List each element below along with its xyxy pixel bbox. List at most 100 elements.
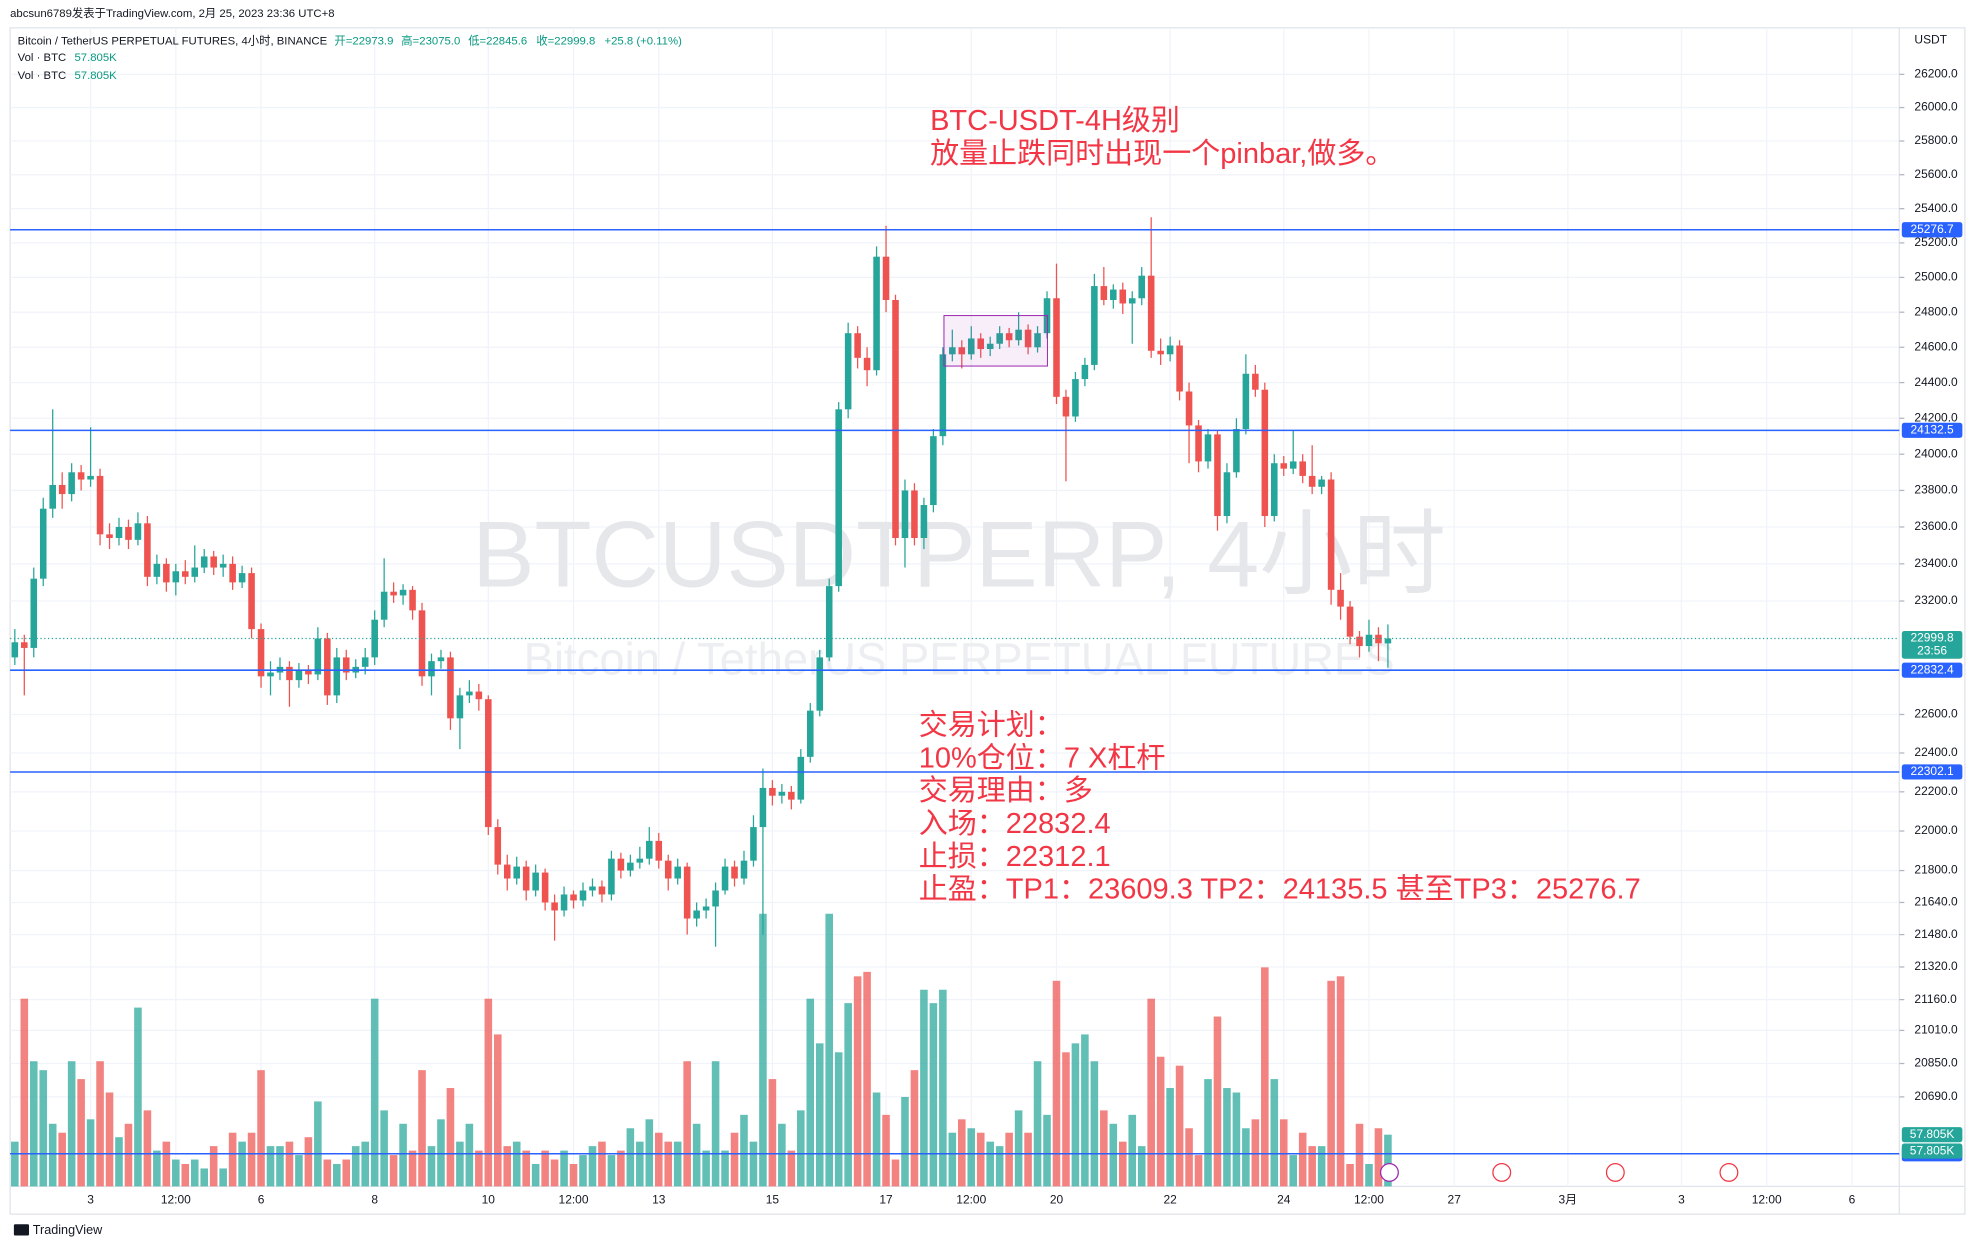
volume-bar [1147, 998, 1155, 1187]
volume-bar [1213, 1016, 1222, 1187]
axes: 26200.0 26000.0 25800.0 25600.0 25400.0 25200… [87, 67, 1963, 1206]
x-tick-label: 17 [879, 1192, 893, 1206]
candle-body [854, 333, 861, 358]
volume-bar [456, 1141, 464, 1187]
y-tick-label: 21160.0 [1914, 992, 1957, 1006]
volume-bar [418, 1070, 426, 1187]
volume-bar [1081, 1034, 1089, 1187]
frame [9, 27, 1966, 1215]
candle-body [806, 710, 814, 757]
candle-body [1384, 638, 1392, 644]
candle-body [816, 657, 824, 711]
candle-body [1166, 345, 1174, 355]
candle-body [219, 563, 227, 568]
candle-body [324, 638, 331, 696]
volume-bar [1223, 1088, 1231, 1187]
annotation-line: 止损：22312.1 [919, 840, 1111, 873]
volume-bar [323, 1159, 332, 1187]
x-tick-label: 12:00 [1752, 1192, 1782, 1206]
volume-bar [475, 1150, 483, 1187]
candle-body [636, 858, 644, 863]
x-tick-label: 24 [1277, 1192, 1291, 1206]
volume-bar [579, 1155, 587, 1187]
candle-body [589, 886, 596, 891]
volume-bar [361, 1141, 369, 1187]
volume-bar [683, 1061, 691, 1187]
byline: abcsun6789发表于TradingView.com, 2月 25, 202… [10, 6, 334, 20]
annotation-line: 交易理由：多 [919, 774, 1093, 807]
candle-body [466, 691, 473, 696]
price-label-bg [1901, 422, 1963, 438]
volume-bar [1336, 976, 1345, 1187]
volume-bar [465, 1123, 474, 1187]
volume-bar [1071, 1043, 1080, 1187]
volume-bar [295, 1155, 303, 1187]
candle-body [598, 886, 606, 895]
candle-body [1337, 589, 1344, 607]
x-tick-label: 12:00 [956, 1192, 986, 1206]
y-tick-label: 21640.0 [1914, 895, 1958, 909]
volume-bar [1194, 1155, 1203, 1187]
volume-label-bg [1901, 1143, 1963, 1159]
volume-bar [806, 998, 815, 1187]
candle-body [1327, 479, 1335, 590]
event-icon [1379, 1162, 1399, 1182]
volume-bar [209, 1146, 218, 1187]
volume-bar [986, 1141, 994, 1187]
candle-body [58, 484, 66, 495]
annotation-line: 止盈：TP1：23609.3 TP2：24135.5 甚至TP3：25276.7 [919, 873, 1641, 906]
footer: TradingView [33, 1223, 103, 1237]
candle-body [949, 347, 956, 355]
y-tick-label: 22600.0 [1914, 707, 1958, 721]
volume-bar [1090, 1061, 1099, 1187]
volume-bar [664, 1141, 673, 1187]
y-tick-label: 20850.0 [1914, 1056, 1958, 1070]
y-tick-label: 24800.0 [1914, 304, 1958, 318]
candle-body [475, 691, 483, 700]
price-lines [10, 228, 1900, 1155]
volume-bar [1289, 1155, 1298, 1187]
vol-legend: Vol · BTC [18, 52, 67, 64]
candle-body [882, 256, 890, 300]
candle-body [1223, 472, 1231, 516]
legend-high: 高=23075.0 [401, 34, 460, 48]
volume-bar [967, 1128, 976, 1187]
volume-bar [692, 1123, 701, 1187]
volume-bar [901, 1096, 909, 1187]
candle-body [494, 827, 502, 865]
volume-bar [493, 1034, 502, 1187]
candle-body [456, 695, 464, 719]
y-tick-label: 22400.0 [1914, 745, 1958, 759]
candle-body [1100, 286, 1108, 300]
candle-body [1261, 389, 1269, 516]
annotation-line: 交易计划： [919, 709, 1064, 742]
candle-body [541, 872, 549, 903]
candle-body [1128, 298, 1136, 304]
candle-body [1242, 373, 1250, 430]
candle-body [1346, 606, 1354, 637]
volume-bar [749, 1141, 758, 1187]
volume-bar [834, 1052, 843, 1187]
candle-body [835, 409, 842, 587]
volume-bar [1005, 1132, 1013, 1187]
volume-bar [124, 1123, 133, 1187]
candle-body [1214, 434, 1221, 516]
candle-body [674, 866, 681, 879]
volume-bar [427, 1146, 436, 1187]
candle-body [1233, 429, 1240, 473]
volume-bar [825, 913, 834, 1187]
volume-bar [948, 1132, 957, 1187]
price-label-bg [1901, 222, 1963, 238]
volume-bar [1355, 1123, 1364, 1187]
x-tick-label: 12:00 [161, 1192, 191, 1206]
candle-body [646, 840, 653, 859]
last-price-bg [1901, 630, 1963, 659]
y-tick-label: 23400.0 [1914, 556, 1958, 570]
candle-body [958, 347, 966, 355]
candle-body [1147, 275, 1155, 351]
candle-body [428, 661, 435, 677]
candle-body [1062, 396, 1070, 417]
candle-body [617, 858, 625, 871]
volume-bar [1137, 1146, 1146, 1187]
volume-bar [1185, 1128, 1193, 1187]
